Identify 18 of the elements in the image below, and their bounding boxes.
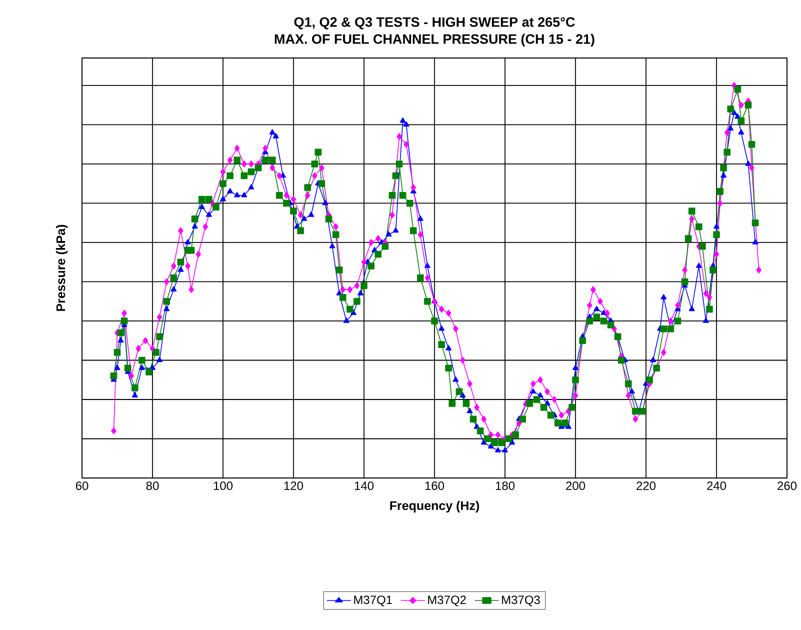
x-tick-label: 140: [354, 482, 374, 490]
x-tick-label: 160: [425, 482, 444, 490]
chart-subtitle: MAX. OF FUEL CHANNEL PRESSURE (CH 15 - 21): [274, 34, 594, 46]
legend-label: M37Q3: [502, 596, 540, 606]
x-tick-label: 120: [284, 482, 304, 490]
x-tick-label: 220: [636, 482, 656, 490]
legend-label: M37Q1: [354, 596, 392, 606]
x-tick-label: 200: [566, 482, 586, 490]
x-tick-label: 80: [146, 482, 159, 490]
x-axis-title: Frequency (Hz): [390, 500, 480, 513]
x-tick-label: 180: [496, 482, 515, 490]
x-tick-label: 60: [76, 482, 88, 490]
x-tick-label: 100: [214, 482, 233, 490]
x-tick-label: 240: [707, 482, 726, 490]
y-axis-title: Pressure (kPa): [56, 224, 68, 311]
x-tick-label: 260: [778, 482, 797, 490]
chart-title: Q1, Q2 & Q3 TESTS - HIGH SWEEP at 265°C: [294, 17, 575, 30]
legend-label: M37Q2: [428, 596, 466, 606]
